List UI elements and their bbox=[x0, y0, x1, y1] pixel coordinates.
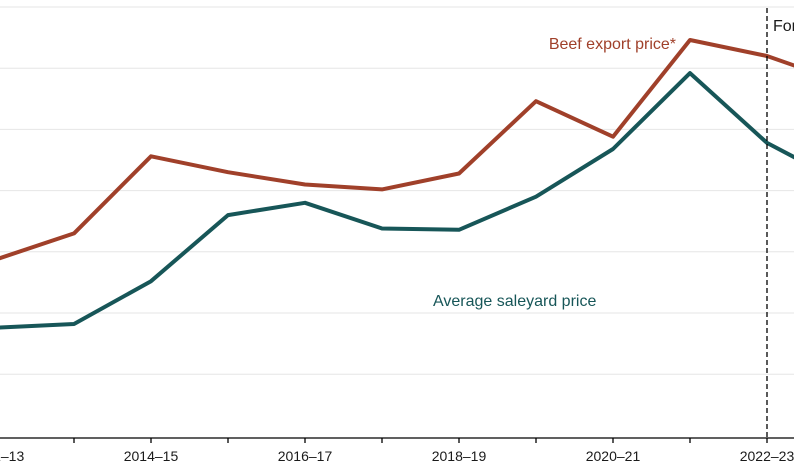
x-tick-label: 2016–17 bbox=[278, 448, 333, 462]
series-line-beef-export-price bbox=[0, 38, 794, 261]
x-axis: 2012–13 2014–15 2016–17 2018–19 2020–21 2022–… bbox=[0, 437, 794, 462]
series-labels: Beef export price* Average saleyard pric… bbox=[433, 36, 676, 310]
x-tick-label: 2022–23 bbox=[740, 448, 794, 462]
series-label-average-saleyard-price: Average saleyard price bbox=[433, 293, 596, 310]
x-tick-label: 2020–21 bbox=[586, 448, 641, 462]
series-label-beef-export-price: Beef export price* bbox=[549, 36, 676, 53]
series-line-average-saleyard-price bbox=[0, 71, 794, 330]
gridlines bbox=[0, 6, 794, 375]
x-tick-label: 2018–19 bbox=[432, 448, 487, 462]
forecast-marker: Forecast bbox=[766, 8, 794, 438]
forecast-label: Forecast bbox=[773, 18, 794, 35]
series-lines bbox=[0, 38, 794, 330]
x-tick-label: 2014–15 bbox=[124, 448, 179, 462]
x-tick-label: 2012–13 bbox=[0, 448, 24, 462]
